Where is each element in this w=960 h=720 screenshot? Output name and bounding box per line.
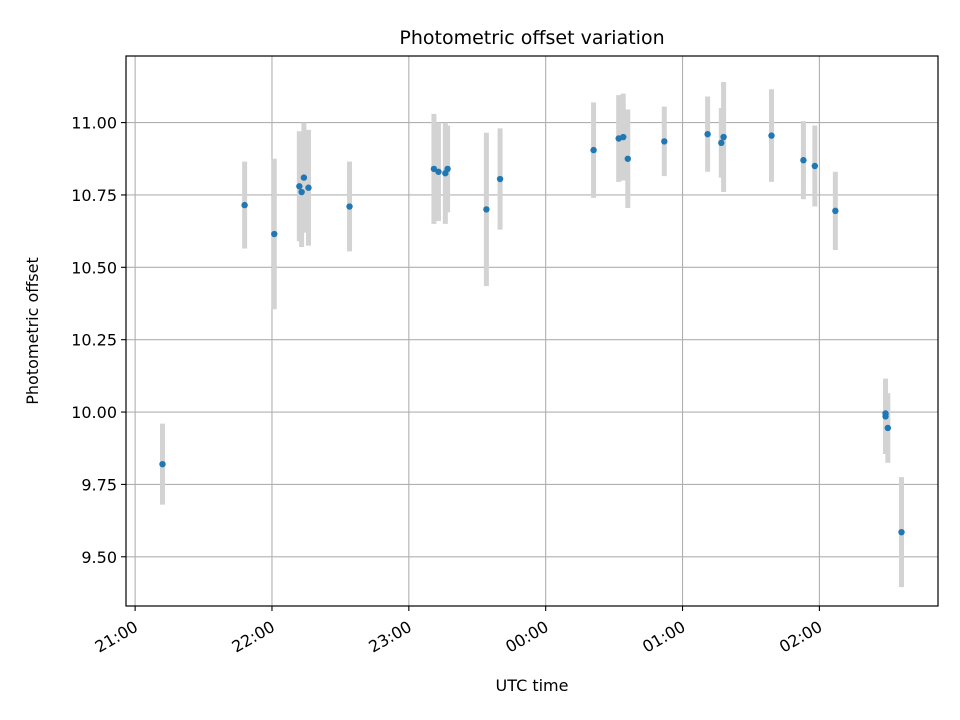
data-point — [704, 130, 711, 138]
data-point — [296, 183, 303, 190]
data-point — [720, 133, 727, 141]
data-point — [800, 157, 807, 164]
data-point — [159, 460, 166, 468]
data-point — [661, 138, 668, 145]
data-point — [241, 201, 248, 209]
grid — [126, 56, 938, 606]
chart-title: Photometric offset variation — [399, 27, 664, 49]
data-points — [159, 130, 905, 536]
y-tick-label: 9.75 — [81, 475, 117, 494]
data-point — [444, 165, 451, 173]
y-tick-label: 9.50 — [81, 548, 117, 567]
data-point — [620, 133, 627, 141]
data-point — [882, 410, 889, 417]
data-point — [435, 168, 442, 175]
y-tick-label: 10.00 — [71, 403, 117, 422]
data-point — [884, 424, 892, 432]
y-axis: 9.50 9.75 10.00 10.25 10.50 10.75 11.00 — [71, 114, 126, 567]
x-axis-title: UTC time — [496, 676, 569, 695]
data-point — [624, 155, 631, 162]
data-point — [346, 203, 353, 210]
data-point — [430, 165, 438, 173]
data-point — [496, 175, 504, 183]
data-point — [305, 184, 312, 191]
data-point — [300, 174, 308, 181]
y-axis-title: Photometric offset — [23, 257, 42, 405]
data-point — [718, 139, 725, 147]
data-point — [898, 528, 905, 536]
data-point — [483, 206, 490, 213]
y-tick-label: 10.25 — [71, 331, 117, 350]
data-point — [590, 146, 597, 154]
y-tick-label: 10.50 — [71, 258, 117, 277]
y-tick-label: 10.75 — [71, 186, 117, 205]
y-tick-label: 11.00 — [71, 114, 117, 133]
data-point — [298, 188, 305, 196]
plot-frame — [125, 55, 939, 607]
data-point — [271, 230, 278, 238]
data-point — [811, 162, 819, 170]
data-point — [832, 207, 839, 215]
data-point — [768, 132, 775, 139]
